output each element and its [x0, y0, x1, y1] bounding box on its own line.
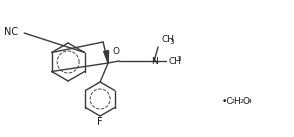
- Text: F: F: [97, 117, 103, 127]
- Text: 4: 4: [248, 99, 252, 104]
- Text: H: H: [233, 98, 240, 106]
- Text: 2: 2: [230, 99, 234, 104]
- Text: NC: NC: [4, 27, 18, 37]
- Text: 3: 3: [176, 56, 181, 62]
- Text: O: O: [242, 98, 249, 106]
- Polygon shape: [104, 51, 108, 63]
- Text: CH: CH: [161, 35, 174, 44]
- Text: CH: CH: [168, 56, 181, 65]
- Text: 2: 2: [239, 99, 243, 104]
- Text: 3: 3: [169, 39, 173, 45]
- Text: •C: •C: [222, 98, 234, 106]
- Text: N: N: [151, 56, 158, 65]
- Text: O: O: [112, 46, 119, 55]
